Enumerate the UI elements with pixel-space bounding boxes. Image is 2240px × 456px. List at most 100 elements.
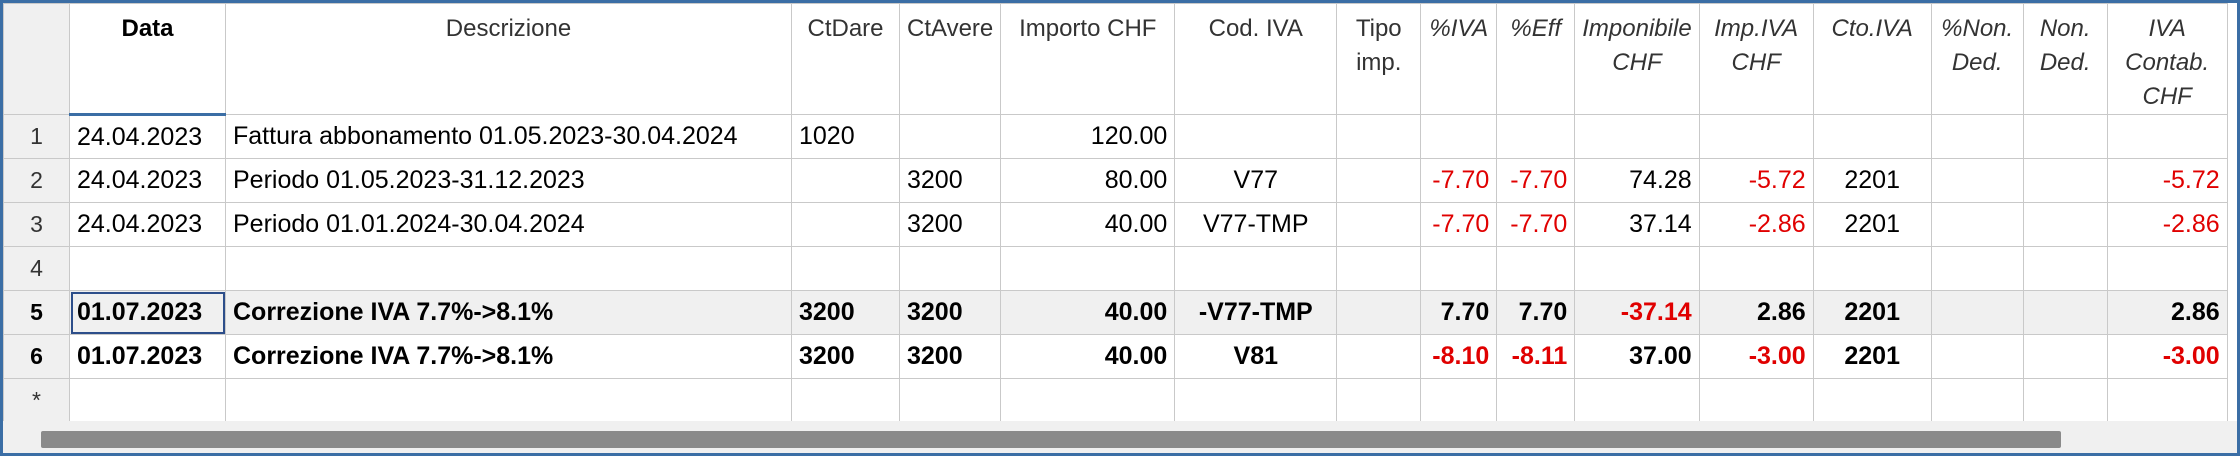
cell-imponibile[interactable]: 37.00 bbox=[1574, 334, 1700, 379]
cell-imponibile[interactable] bbox=[1574, 114, 1700, 159]
cell-ivacontab[interactable] bbox=[2106, 246, 2228, 291]
cell-imponibile[interactable]: 37.14 bbox=[1574, 202, 1700, 247]
column-header-nonded[interactable]: Non. Ded. bbox=[2022, 3, 2108, 115]
table-row[interactable]: 4 bbox=[3, 246, 2228, 291]
cell-ctoiva[interactable] bbox=[1812, 114, 1932, 159]
table-row[interactable]: 3 24.04.2023 Periodo 01.01.2024-30.04.2024… bbox=[3, 202, 2228, 247]
cell-importo[interactable]: 120.00 bbox=[1000, 114, 1176, 159]
cell-ctdare[interactable] bbox=[791, 158, 900, 203]
cell-peff[interactable]: 7.70 bbox=[1496, 290, 1576, 335]
cell-tipoimp[interactable] bbox=[1336, 290, 1422, 335]
cell-ivacontab[interactable] bbox=[2106, 378, 2228, 423]
table-row[interactable]: * bbox=[3, 378, 2228, 423]
cell-nonded[interactable] bbox=[2022, 378, 2108, 423]
column-header-tipoimp[interactable]: Tipo imp. bbox=[1336, 3, 1422, 115]
cell-codiva[interactable] bbox=[1174, 246, 1338, 291]
cell-codiva[interactable]: V77-TMP bbox=[1174, 202, 1338, 247]
cell-tipoimp[interactable] bbox=[1336, 334, 1422, 379]
cell-pnonded[interactable] bbox=[1930, 246, 2024, 291]
cell-piva[interactable] bbox=[1420, 246, 1498, 291]
cell-ctavere[interactable] bbox=[898, 114, 1002, 159]
cell-ctoiva[interactable] bbox=[1812, 378, 1932, 423]
cell-importo[interactable] bbox=[1000, 246, 1176, 291]
cell-nonded[interactable] bbox=[2022, 114, 2108, 159]
cell-piva[interactable]: -7.70 bbox=[1420, 158, 1498, 203]
cell-descrizione[interactable]: Correzione IVA 7.7%->8.1% bbox=[225, 290, 792, 335]
cell-ctdare[interactable] bbox=[791, 246, 900, 291]
column-header-codiva[interactable]: Cod. IVA bbox=[1174, 3, 1338, 115]
cell-impiva[interactable]: -5.72 bbox=[1698, 158, 1814, 203]
cell-piva[interactable] bbox=[1420, 114, 1498, 159]
cell-ctdare[interactable]: 1020 bbox=[791, 114, 900, 159]
cell-piva[interactable]: 7.70 bbox=[1420, 290, 1498, 335]
cell-piva[interactable]: -8.10 bbox=[1420, 334, 1498, 379]
cell-data[interactable]: 24.04.2023 bbox=[69, 202, 226, 247]
cell-descrizione[interactable] bbox=[225, 246, 792, 291]
horizontal-scrollbar[interactable] bbox=[3, 421, 2237, 453]
column-header-descrizione[interactable]: Descrizione bbox=[225, 3, 792, 115]
cell-descrizione[interactable]: Fattura abbonamento 01.05.2023-30.04.202… bbox=[225, 114, 792, 159]
row-number[interactable]: 2 bbox=[3, 158, 70, 203]
table-row[interactable]: 6 01.07.2023 Correzione IVA 7.7%->8.1% 3200… bbox=[3, 334, 2228, 379]
cell-importo[interactable]: 40.00 bbox=[1000, 290, 1176, 335]
cell-ivacontab[interactable]: -2.86 bbox=[2106, 202, 2228, 247]
column-header-importo[interactable]: Importo CHF bbox=[1000, 3, 1176, 115]
cell-ctavere[interactable]: 3200 bbox=[898, 158, 1002, 203]
cell-ctdare[interactable] bbox=[791, 202, 900, 247]
cell-data[interactable]: 01.07.2023 bbox=[69, 290, 226, 335]
cell-descrizione[interactable]: Periodo 01.01.2024-30.04.2024 bbox=[225, 202, 792, 247]
cell-peff[interactable] bbox=[1496, 378, 1576, 423]
cell-ctdare[interactable] bbox=[791, 378, 900, 423]
cell-impiva[interactable] bbox=[1698, 114, 1814, 159]
cell-ctavere[interactable]: 3200 bbox=[898, 202, 1002, 247]
column-header-pnonded[interactable]: %Non. Ded. bbox=[1930, 3, 2024, 115]
column-header-ctavere[interactable]: CtAvere bbox=[898, 3, 1002, 115]
cell-imponibile[interactable] bbox=[1574, 246, 1700, 291]
cell-peff[interactable]: -8.11 bbox=[1496, 334, 1576, 379]
cell-pnonded[interactable] bbox=[1930, 114, 2024, 159]
cell-importo[interactable]: 80.00 bbox=[1000, 158, 1176, 203]
cell-importo[interactable]: 40.00 bbox=[1000, 202, 1176, 247]
cell-codiva[interactable] bbox=[1174, 114, 1338, 159]
table-row[interactable]: 2 24.04.2023 Periodo 01.05.2023-31.12.2023… bbox=[3, 158, 2228, 203]
cell-ctoiva[interactable]: 2201 bbox=[1812, 202, 1932, 247]
cell-ctdare[interactable]: 3200 bbox=[791, 334, 900, 379]
cell-ctavere[interactable] bbox=[898, 246, 1002, 291]
cell-peff[interactable]: -7.70 bbox=[1496, 202, 1576, 247]
cell-imponibile[interactable]: 74.28 bbox=[1574, 158, 1700, 203]
cell-importo[interactable] bbox=[1000, 378, 1176, 423]
cell-pnonded[interactable] bbox=[1930, 334, 2024, 379]
cell-nonded[interactable] bbox=[2022, 202, 2108, 247]
row-number[interactable]: 6 bbox=[3, 334, 70, 379]
cell-impiva[interactable]: -2.86 bbox=[1698, 202, 1814, 247]
cell-data[interactable] bbox=[69, 378, 226, 423]
cell-ctdare[interactable]: 3200 bbox=[791, 290, 900, 335]
cell-codiva[interactable] bbox=[1174, 378, 1338, 423]
cell-descrizione[interactable]: Periodo 01.05.2023-31.12.2023 bbox=[225, 158, 792, 203]
horizontal-scrollbar-thumb[interactable] bbox=[41, 431, 2061, 448]
cell-data[interactable]: 24.04.2023 bbox=[69, 114, 226, 159]
cell-impiva[interactable] bbox=[1698, 246, 1814, 291]
cell-ctavere[interactable]: 3200 bbox=[898, 334, 1002, 379]
cell-tipoimp[interactable] bbox=[1336, 158, 1422, 203]
cell-ctoiva[interactable] bbox=[1812, 246, 1932, 291]
column-header-data[interactable]: Data bbox=[69, 3, 226, 116]
cell-ivacontab[interactable]: 2.86 bbox=[2106, 290, 2228, 335]
cell-impiva[interactable]: 2.86 bbox=[1698, 290, 1814, 335]
cell-pnonded[interactable] bbox=[1930, 202, 2024, 247]
cell-pnonded[interactable] bbox=[1930, 290, 2024, 335]
cell-ctavere[interactable]: 3200 bbox=[898, 290, 1002, 335]
cell-ctoiva[interactable]: 2201 bbox=[1812, 158, 1932, 203]
cell-ctoiva[interactable]: 2201 bbox=[1812, 334, 1932, 379]
cell-imponibile[interactable] bbox=[1574, 378, 1700, 423]
cell-peff[interactable]: -7.70 bbox=[1496, 158, 1576, 203]
column-header-rownum[interactable] bbox=[3, 3, 70, 115]
cell-pnonded[interactable] bbox=[1930, 378, 2024, 423]
column-header-ctoiva[interactable]: Cto.IVA bbox=[1812, 3, 1932, 115]
column-header-ctdare[interactable]: CtDare bbox=[791, 3, 900, 115]
cell-descrizione[interactable] bbox=[225, 378, 792, 423]
cell-codiva[interactable]: -V77-TMP bbox=[1174, 290, 1338, 335]
cell-nonded[interactable] bbox=[2022, 334, 2108, 379]
cell-nonded[interactable] bbox=[2022, 158, 2108, 203]
column-header-piva[interactable]: %IVA bbox=[1420, 3, 1498, 115]
